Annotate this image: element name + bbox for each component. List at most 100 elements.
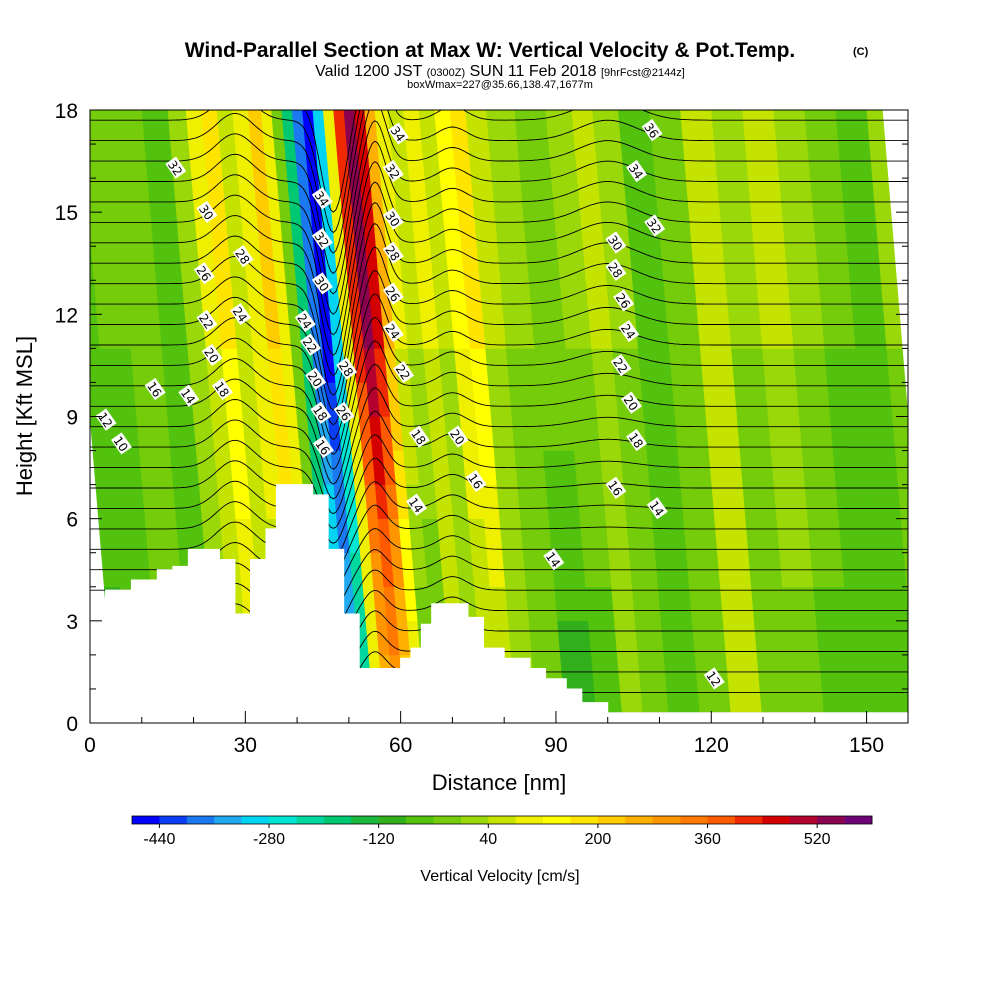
- y-tick-label: 3: [66, 611, 78, 634]
- w-cell: [861, 416, 896, 451]
- w-cell: [119, 211, 154, 247]
- isentrope-label-bg: [543, 548, 565, 571]
- w-cell: [804, 484, 840, 519]
- colorbar-swatch: [844, 816, 873, 824]
- w-cell: [448, 279, 468, 315]
- w-cell: [776, 518, 811, 554]
- w-cell: [597, 177, 628, 213]
- isentrope-line: [90, 110, 908, 274]
- isentrope-line: [90, 387, 908, 500]
- isentrope-label-bg: [382, 159, 404, 183]
- w-cell: [872, 177, 892, 213]
- isentrope-label-bg: [408, 425, 430, 448]
- w-cell: [646, 450, 682, 485]
- w-cell: [787, 279, 823, 315]
- w-cell: [594, 382, 619, 417]
- isentrope-line: [90, 222, 908, 396]
- isentrope-label-bg: [382, 319, 404, 343]
- w-cell: [188, 143, 208, 179]
- colorbar-swatch: [433, 816, 462, 824]
- w-cell: [136, 416, 171, 451]
- w-cell: [576, 484, 607, 519]
- isentrope-label-bg: [333, 401, 355, 424]
- colorbar-tick-label: -120: [363, 831, 395, 848]
- w-cell: [67, 144, 85, 178]
- valid-prefix: Valid 1200 JST: [315, 63, 423, 80]
- w-cell: [454, 348, 474, 383]
- w-cell: [816, 620, 851, 656]
- colorbar-swatch: [762, 816, 791, 824]
- w-cell: [742, 484, 778, 519]
- w-cell: [155, 279, 186, 315]
- w-cell: [545, 484, 581, 519]
- w-cell: [424, 177, 444, 213]
- colorbar-swatch: [543, 816, 571, 824]
- w-cell: [473, 211, 499, 247]
- w-cell: [403, 110, 423, 145]
- w-cell: [479, 279, 504, 315]
- w-cell: [291, 110, 306, 145]
- w-cell: [147, 177, 177, 213]
- w-cell: [239, 382, 259, 417]
- x-axis-label: Distance [nm]: [432, 770, 567, 795]
- colorbar-swatch: [269, 816, 297, 824]
- w-cell: [505, 586, 530, 622]
- title-mark: (C): [853, 46, 869, 58]
- w-cell: [537, 382, 572, 417]
- w-cell: [841, 177, 876, 213]
- w-cell: [728, 314, 763, 349]
- w-cell: [474, 586, 494, 622]
- w-cell: [889, 382, 908, 417]
- isentrope-label-bg: [196, 200, 218, 223]
- valid-line: Valid 1200 JST (0300Z) SUN 11 Feb 2018 […: [315, 63, 685, 80]
- isentrope-line: [90, 363, 908, 485]
- w-cell: [784, 620, 820, 656]
- w-cell: [333, 110, 348, 145]
- w-cell: [847, 620, 882, 656]
- w-cell: [110, 484, 146, 519]
- w-cell: [747, 177, 783, 213]
- w-cell: [821, 314, 857, 349]
- w-cell: [626, 518, 656, 554]
- w-cell: [440, 552, 460, 588]
- isentrope-line: [90, 110, 908, 254]
- isentrope-line: [90, 434, 908, 529]
- colorbar-swatch: [515, 816, 544, 824]
- w-cell: [90, 279, 98, 315]
- w-cell: [844, 586, 879, 622]
- isentrope-label-bg: [605, 258, 627, 281]
- w-cell: [229, 450, 249, 485]
- isentrope-label-bg: [646, 497, 668, 520]
- w-cell: [652, 518, 687, 554]
- colorbar-swatch: [680, 816, 708, 824]
- isentrope-line: [90, 140, 908, 315]
- w-cell: [417, 279, 437, 315]
- isentrope-line: [90, 110, 908, 234]
- w-cell: [813, 586, 848, 622]
- w-cell: [745, 518, 780, 554]
- w-cell: [694, 279, 729, 315]
- w-cell: [875, 586, 908, 622]
- isentrope-label-bg: [605, 231, 627, 254]
- w-cell: [657, 586, 693, 622]
- w-cell: [912, 655, 930, 689]
- y-tick-label: 18: [55, 100, 78, 123]
- w-cell: [434, 484, 454, 519]
- colorbar-swatch: [406, 816, 434, 824]
- w-cell: [481, 484, 501, 519]
- w-cell: [216, 110, 236, 145]
- w-cell: [235, 143, 255, 179]
- w-cell: [511, 416, 544, 451]
- y-axis: 0 3 6 9 12 15 18: [55, 100, 908, 736]
- colorbar-tick-label: 200: [585, 831, 612, 848]
- w-cell: [779, 177, 814, 213]
- w-cell: [767, 416, 803, 451]
- isentrope-label-bg: [605, 476, 627, 499]
- w-cell: [494, 211, 527, 247]
- w-cell: [482, 314, 507, 349]
- w-cell: [634, 620, 665, 656]
- w-cell: [211, 416, 231, 451]
- w-cell: [456, 382, 477, 417]
